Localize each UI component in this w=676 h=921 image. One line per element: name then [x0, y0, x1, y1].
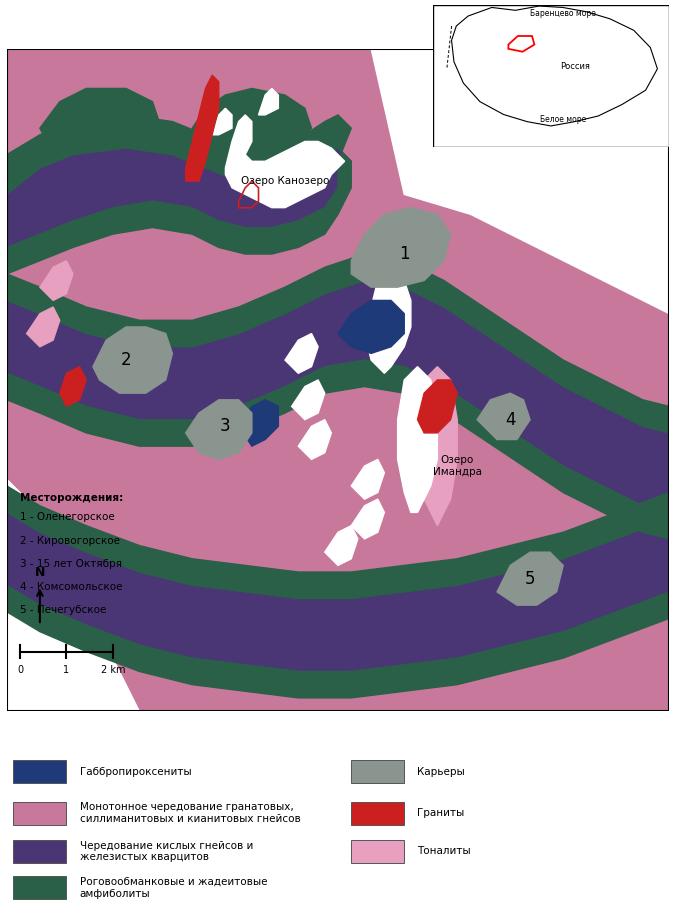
Text: 1 - Оленегорское: 1 - Оленегорское: [20, 512, 115, 522]
Polygon shape: [7, 148, 352, 248]
Text: Роговообманковые и жадеитовые
амфиболиты: Роговообманковые и жадеитовые амфиболиты: [80, 877, 267, 899]
Text: 3 - 15 лет Октября: 3 - 15 лет Октября: [20, 559, 122, 569]
Text: Белое море: Белое море: [539, 114, 586, 123]
Text: Баренцево море: Баренцево море: [530, 9, 596, 18]
Polygon shape: [40, 88, 159, 148]
Polygon shape: [298, 420, 331, 460]
Polygon shape: [7, 254, 669, 433]
Polygon shape: [418, 367, 457, 526]
Polygon shape: [225, 115, 345, 207]
Text: Озеро Канозеро: Озеро Канозеро: [241, 176, 329, 186]
Text: 2 - Кировогорское: 2 - Кировогорское: [20, 536, 120, 545]
Polygon shape: [7, 281, 669, 512]
Text: Месторождения:: Месторождения:: [20, 493, 123, 503]
Polygon shape: [7, 115, 352, 194]
Polygon shape: [364, 267, 411, 373]
Polygon shape: [40, 261, 73, 300]
Polygon shape: [93, 327, 172, 393]
Text: 3: 3: [220, 417, 231, 436]
Polygon shape: [258, 88, 279, 115]
Polygon shape: [239, 400, 279, 446]
Text: 0: 0: [17, 665, 23, 675]
Bar: [352, 801, 404, 825]
Bar: [352, 840, 404, 863]
Text: N: N: [34, 565, 45, 578]
Text: 1: 1: [64, 665, 70, 675]
Polygon shape: [7, 479, 139, 711]
Polygon shape: [418, 379, 457, 433]
Text: Монотонное чередование гранатовых,
силлиманитовых и кианитовых гнейсов: Монотонное чередование гранатовых, силли…: [80, 802, 300, 824]
Polygon shape: [452, 6, 658, 126]
Polygon shape: [291, 379, 324, 420]
Polygon shape: [477, 393, 530, 439]
Text: 5: 5: [525, 570, 535, 588]
Bar: [14, 801, 66, 825]
Text: Россия: Россия: [560, 62, 589, 71]
Polygon shape: [186, 76, 219, 181]
Polygon shape: [186, 400, 252, 460]
Polygon shape: [7, 360, 669, 539]
Polygon shape: [352, 499, 385, 539]
Bar: [352, 760, 404, 784]
Text: Карьеры: Карьеры: [418, 767, 465, 776]
Text: Граниты: Граниты: [418, 809, 464, 818]
Polygon shape: [7, 512, 669, 671]
Polygon shape: [26, 307, 59, 347]
Polygon shape: [497, 553, 563, 605]
Polygon shape: [7, 585, 669, 698]
Polygon shape: [397, 367, 437, 512]
Text: Озеро
Имандра: Озеро Имандра: [433, 455, 482, 477]
Polygon shape: [7, 161, 352, 274]
Bar: [14, 876, 66, 900]
Bar: [14, 760, 66, 784]
Text: 2: 2: [121, 351, 131, 369]
Text: 5 - Печегубское: 5 - Печегубское: [20, 605, 106, 615]
Polygon shape: [285, 333, 318, 373]
Text: 2 km: 2 km: [101, 665, 125, 675]
Polygon shape: [352, 207, 451, 287]
Polygon shape: [371, 49, 669, 314]
Polygon shape: [192, 88, 312, 155]
Text: Габбропироксениты: Габбропироксениты: [80, 767, 191, 776]
Polygon shape: [212, 109, 232, 134]
Polygon shape: [338, 300, 404, 354]
Text: Тоналиты: Тоналиты: [418, 846, 471, 857]
Bar: [14, 840, 66, 863]
Polygon shape: [324, 526, 358, 565]
Polygon shape: [352, 460, 385, 499]
Polygon shape: [59, 367, 87, 406]
Polygon shape: [7, 486, 669, 599]
Text: 1: 1: [399, 245, 410, 263]
Text: 4 - Комсомольское: 4 - Комсомольское: [20, 582, 122, 592]
Text: Чередование кислых гнейсов и
железистых кварцитов: Чередование кислых гнейсов и железистых …: [80, 841, 253, 862]
Text: 4: 4: [505, 411, 516, 428]
